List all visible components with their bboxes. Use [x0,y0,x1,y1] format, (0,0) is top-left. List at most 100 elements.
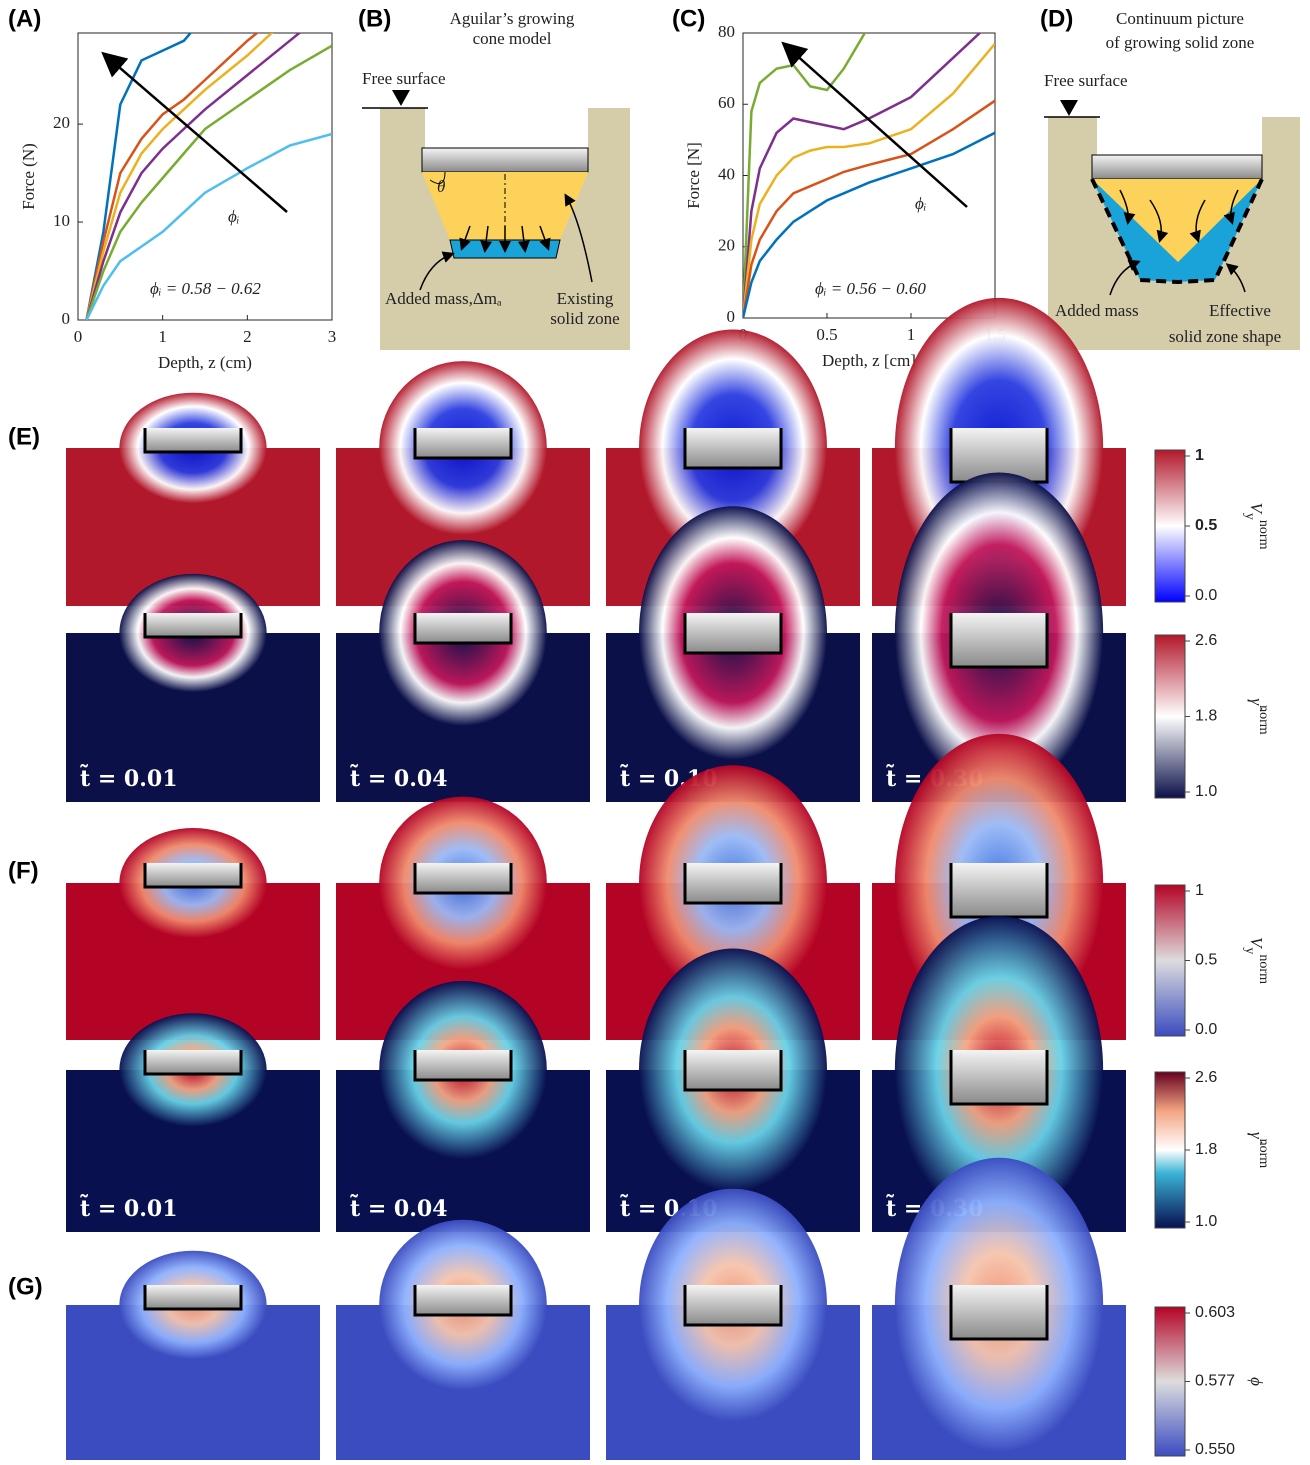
y-tick-label: 80 [718,22,735,41]
indenter-edge [949,613,1049,669]
series-line [85,44,332,320]
x-tick-label: 0 [74,327,83,346]
colorbar-tick-label: 0.550 [1195,1441,1235,1458]
indenter-edge [683,863,783,905]
panel-label: (F) [8,857,39,884]
arrows [419,193,593,291]
series-line [743,42,995,318]
x-axis-label: Depth, z (cm) [158,353,252,372]
colorbar-tick-label: 0.5 [1195,952,1217,969]
colorbar [1154,884,1186,1037]
trend-arrow [781,41,968,208]
colorbar-tick-label: 0.5 [1195,517,1217,534]
series-line [85,132,332,320]
y-tick-label: 40 [718,164,735,183]
colorbar-tick-label: 1.8 [1195,708,1217,725]
diagram-title: Aguilar’s growing [450,9,575,28]
indenter-edge [143,863,243,889]
time-label: t̃ = 0.04 [350,765,448,792]
panel-label: (C) [672,5,705,32]
time-label: t̃ = 0.04 [350,1195,448,1222]
colorbar-tick-label: 0.0 [1195,1021,1217,1038]
colorbar-label: Vynorm [1242,937,1271,984]
indenter [145,428,241,452]
panel-label: (G) [8,1273,43,1300]
plot-frame [742,32,996,319]
indenter [415,863,511,893]
y-tick-label: 10 [53,211,70,230]
label-sup: norm [1256,520,1271,550]
label-sub: y [1242,513,1257,520]
colorbar [1154,1306,1186,1457]
x-axis-label: Depth, z [cm] [822,351,916,370]
indenter [1091,154,1263,180]
label-sub: y [1242,947,1257,954]
x-tick-label: 0.5 [816,325,837,344]
indenter [145,1285,241,1309]
label-base: γ̇ [1247,1132,1266,1144]
label-base: ϕ [1247,1377,1266,1386]
diagram-d: Continuum picture of growing solid zone … [1044,9,1300,350]
colorbar [1154,449,1186,603]
annotation: ϕᵢ = 0.56 − 0.60 [815,279,926,298]
series-line [85,33,193,320]
indenter [685,863,781,903]
surface-marker [1060,100,1078,116]
series-line [743,99,995,318]
indenter [415,1050,511,1080]
indenter [685,428,781,468]
surface-marker [392,90,410,106]
indenter [421,147,589,173]
colorbar-tick-label: 1 [1195,882,1204,899]
diagram-title: Continuum picture [1116,9,1244,28]
effective-outline [1090,178,1264,285]
indenter-edge [143,613,243,639]
y-tick-label: 20 [53,113,70,132]
indenter [685,1050,781,1090]
indenter-edge [413,1050,513,1082]
indenter [415,613,511,643]
indenter-edge [143,1285,243,1311]
series-line [743,33,867,318]
y-axis-label: Force [N] [684,142,703,209]
indenter-edge [683,1285,783,1327]
lines [85,33,332,320]
y-tick-label: 0 [727,307,736,326]
indenter [685,613,781,653]
diagram-b: Aguilar’s growing cone model Free surfac… [362,9,630,350]
panel-label: (A) [8,5,41,32]
series-line [743,33,982,318]
panel-label: (B) [358,5,391,32]
x-tick-label: 1 [158,327,167,346]
x-tick-label: 1 [907,325,916,344]
cavity [425,108,588,150]
indenter [951,1050,1047,1104]
existing-label: Existing [557,289,614,308]
indenter [145,863,241,887]
colorbar-tick-label: 1.0 [1195,783,1217,800]
series-line [85,33,302,320]
y-tick-label: 20 [718,236,735,255]
lines [743,33,995,318]
x-tick-label: 2 [243,327,252,346]
diagram-title: of growing solid zone [1106,33,1255,52]
effective-label: solid zone shape [1169,327,1281,346]
label-base: V [1247,937,1266,950]
indenter-edge [413,613,513,645]
annotation: ϕᵢ = 0.58 − 0.62 [150,279,261,298]
time-label: t̃ = 0.01 [80,765,178,792]
time-label: t̃ = 0.01 [80,1195,178,1222]
free-surface-label: Free surface [1044,71,1128,90]
colorbar [1154,634,1186,799]
label-base: V [1247,503,1266,516]
colorbar-label: Vynorm [1242,503,1271,550]
series-line [85,33,274,320]
indenter [951,863,1047,917]
indenter-edge [143,428,243,454]
indenter-edge [413,428,513,460]
label-sup: norm [1256,705,1271,735]
colorbar-tick-label: 2.6 [1195,1069,1217,1086]
indenter [415,428,511,458]
annotation: ϕᵢ [228,207,240,226]
